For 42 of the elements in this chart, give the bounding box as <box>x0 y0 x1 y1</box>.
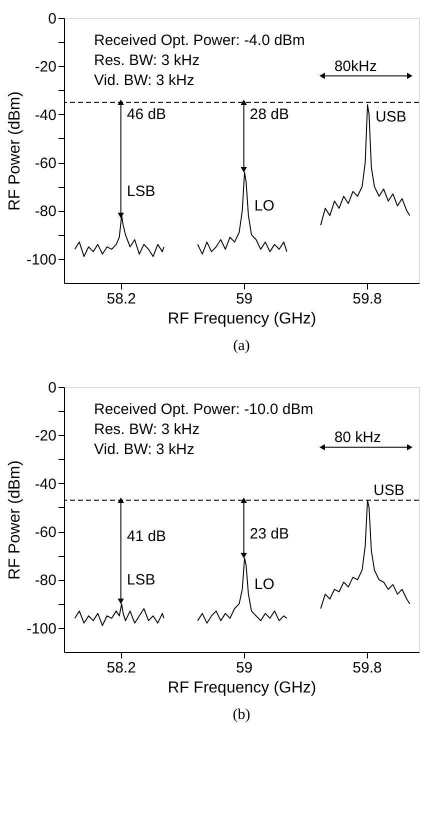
y-axis-title: RF Power (dBm) <box>6 460 24 580</box>
y-axis-title: RF Power (dBm) <box>6 91 24 211</box>
annotation: 80kHz <box>334 58 377 75</box>
x-tick-label: 59.8 <box>352 290 382 308</box>
y-tick-label: -60 <box>34 524 56 542</box>
annotation: 80 kHz <box>334 429 382 446</box>
annotation: LSB <box>126 183 156 200</box>
annotation: Res. BW: 3 kHz <box>94 52 200 69</box>
text: (b) <box>232 707 250 723</box>
annotation: 46 dB <box>126 106 166 123</box>
x-tick-label: 59 <box>236 660 253 676</box>
annotation: 41 dB <box>126 528 166 545</box>
x-tick-label: 59.8 <box>352 660 382 676</box>
x-axis-title: RF Frequency (GHz) <box>168 310 316 328</box>
text: (a) <box>233 338 250 354</box>
annotation: Received Opt. Power: -10.0 dBm <box>94 401 314 418</box>
annotation: USB <box>374 482 404 500</box>
y-tick-label: -80 <box>34 203 56 220</box>
annotation: Res. BW: 3 kHz <box>94 421 200 438</box>
y-tick-label: -80 <box>34 572 56 590</box>
y-tick-label: -20 <box>34 58 56 76</box>
annotation: 28 dB <box>250 106 290 123</box>
x-axis-title: RF Frequency (GHz) <box>168 680 316 696</box>
annotation: LSB <box>126 571 156 588</box>
annotation: LO <box>254 576 274 594</box>
y-tick-label: -40 <box>34 106 56 124</box>
y-tick-label: 0 <box>48 380 56 396</box>
annotation: Vid. BW: 3 kHz <box>94 72 194 89</box>
x-tick-label: 59 <box>236 290 253 308</box>
annotation: LO <box>254 198 274 215</box>
y-tick-label: -100 <box>26 251 56 268</box>
annotation: Vid. BW: 3 kHz <box>94 441 194 458</box>
y-tick-label: -100 <box>26 620 56 638</box>
x-tick-label: 58.2 <box>106 290 136 308</box>
annotation: 23 dB <box>250 526 290 543</box>
annotation: Received Opt. Power: -4.0 dBm <box>94 32 305 49</box>
y-tick-label: -40 <box>34 476 56 493</box>
y-tick-label: 0 <box>48 10 56 28</box>
annotation: USB <box>376 108 406 126</box>
x-tick-label: 58.2 <box>106 660 136 676</box>
y-tick-label: -60 <box>34 155 56 172</box>
y-tick-label: -20 <box>34 428 56 445</box>
